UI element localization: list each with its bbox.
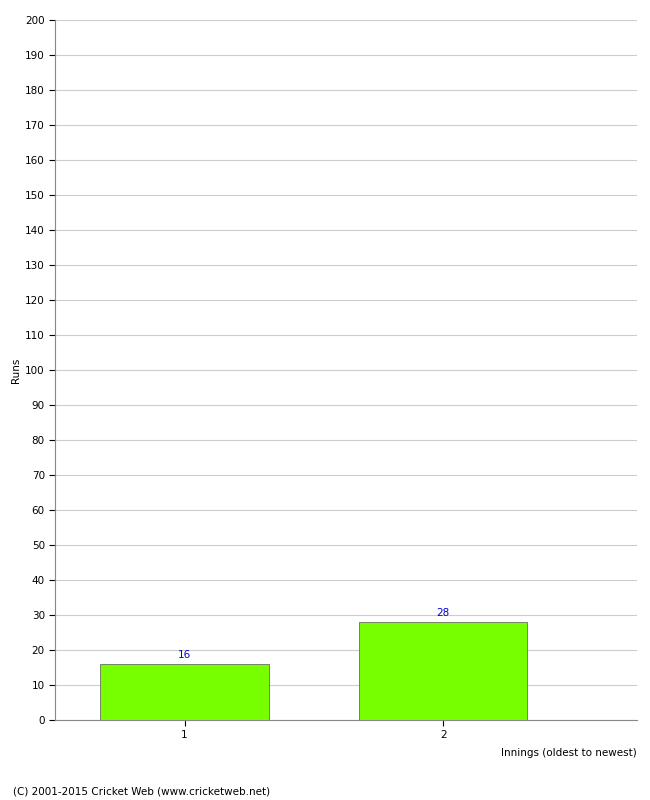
Text: 16: 16	[178, 650, 191, 661]
Text: (C) 2001-2015 Cricket Web (www.cricketweb.net): (C) 2001-2015 Cricket Web (www.cricketwe…	[13, 786, 270, 796]
Text: 28: 28	[436, 609, 450, 618]
Bar	[101, 664, 268, 720]
Bar	[359, 622, 527, 720]
Text: Innings (oldest to newest): Innings (oldest to newest)	[501, 748, 637, 758]
Y-axis label: Runs: Runs	[11, 358, 21, 382]
